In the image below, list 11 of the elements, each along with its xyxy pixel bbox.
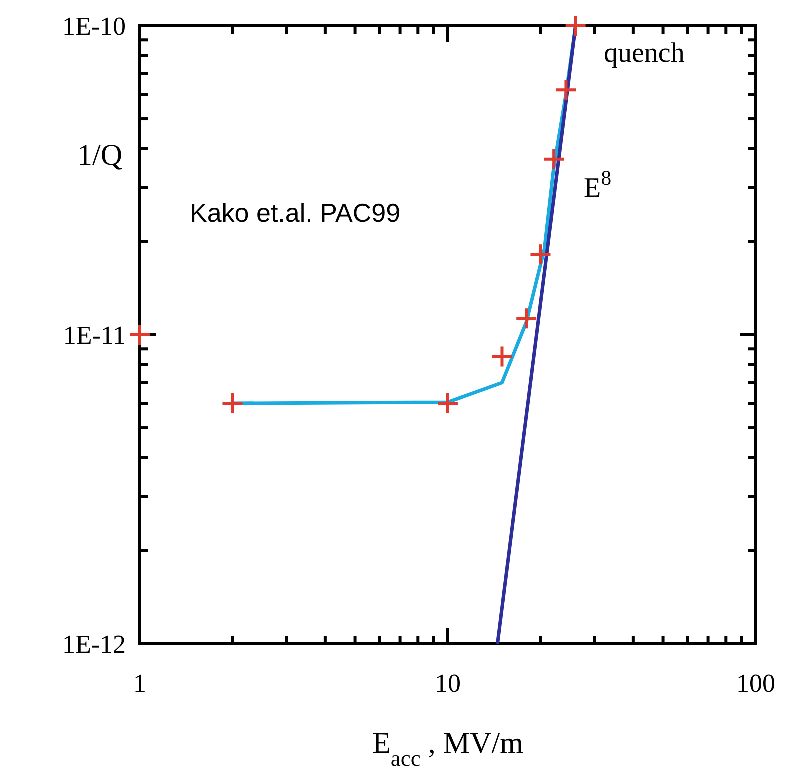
x-axis-title: E$_{acc}$ , MV/m — [372, 727, 524, 770]
y-tick-label: 1E-10 — [62, 12, 126, 41]
annotation: quench — [604, 38, 685, 69]
y-axis-title: 1/Q — [78, 139, 123, 172]
x-tick-label: 10 — [435, 669, 461, 698]
x-tick-label: 100 — [736, 669, 776, 698]
annotation: E$^{8}$ — [584, 166, 612, 204]
annotation: Kako et.al. PAC99 — [190, 198, 401, 228]
x-tick-label: 1 — [134, 669, 146, 698]
y-tick-label: 1E-12 — [62, 630, 126, 659]
y-tick-label: 1E-11 — [63, 321, 126, 350]
